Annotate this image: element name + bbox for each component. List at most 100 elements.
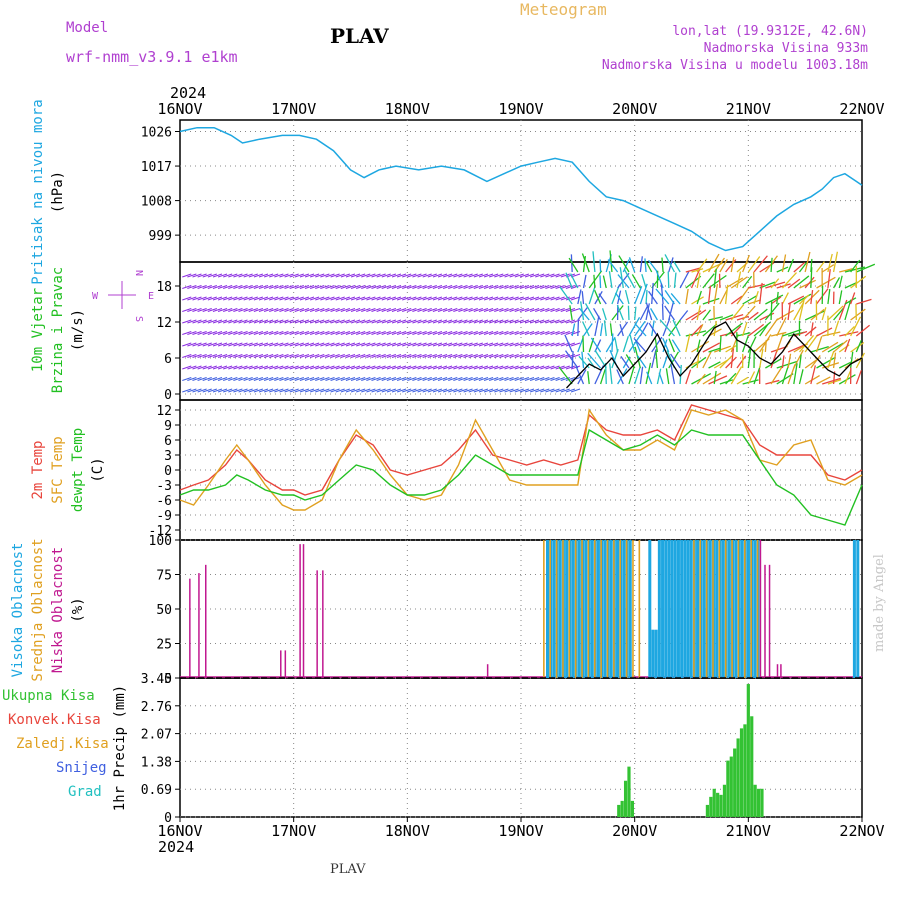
wind-arrow bbox=[759, 282, 763, 305]
wind-barb bbox=[356, 365, 366, 370]
wind-barb bbox=[565, 285, 576, 289]
wind-barb bbox=[570, 296, 581, 301]
wind-barb bbox=[565, 319, 576, 324]
cloud-high-bar bbox=[670, 540, 674, 678]
wind-barb bbox=[473, 331, 483, 335]
wind-barb bbox=[453, 319, 463, 324]
wind-barb bbox=[555, 331, 565, 335]
temperature-ytick-label: -6 bbox=[156, 494, 172, 509]
cloud-high-bar bbox=[648, 540, 652, 678]
wind-barb bbox=[350, 319, 361, 324]
wind-barb bbox=[330, 285, 340, 289]
wind-arrow bbox=[668, 300, 675, 321]
wind-arrow bbox=[635, 340, 641, 353]
wind-barb bbox=[238, 273, 248, 278]
wind-arrow bbox=[592, 251, 596, 273]
wind-barb bbox=[468, 308, 478, 312]
cloud-high-bar bbox=[689, 540, 693, 678]
wind-barb bbox=[325, 285, 335, 289]
wind-arrow bbox=[664, 254, 676, 273]
temperature-ytick-label: -12 bbox=[149, 524, 172, 539]
temp-line-1 bbox=[179, 408, 863, 511]
wind-barb bbox=[458, 388, 468, 393]
wind-barb bbox=[489, 331, 499, 335]
wind-barb bbox=[289, 308, 299, 312]
cloud-high-bar bbox=[721, 540, 725, 678]
wind-barb bbox=[555, 342, 565, 347]
wind-barb bbox=[356, 354, 366, 358]
cloud-high-bar bbox=[852, 540, 856, 678]
wind-barb bbox=[350, 388, 361, 393]
wind-arrow bbox=[850, 308, 866, 321]
wind-barb bbox=[192, 377, 202, 381]
wind-barb bbox=[289, 273, 299, 278]
wind-ytick-label: 18 bbox=[156, 280, 172, 295]
wind-barb bbox=[356, 285, 366, 289]
wind-arrow bbox=[648, 260, 658, 273]
wind-barb bbox=[453, 342, 463, 347]
wind-barb bbox=[309, 354, 320, 358]
wind-arrow bbox=[770, 350, 778, 369]
wind-barb bbox=[269, 365, 279, 370]
wind-arrow bbox=[781, 254, 787, 273]
wind-barb bbox=[437, 319, 448, 324]
cloud-mid-bar bbox=[587, 540, 590, 678]
wind-arrow bbox=[781, 272, 797, 289]
wind-barb bbox=[182, 365, 192, 370]
wind-arrow bbox=[628, 316, 641, 337]
wind-barb bbox=[417, 308, 427, 312]
wind-arrow bbox=[634, 306, 637, 321]
precip-legend-2: Zaledj.Kisa bbox=[16, 736, 109, 752]
cloud-mid-bar bbox=[606, 540, 609, 678]
wind-barb bbox=[483, 354, 494, 358]
wind-arrow bbox=[662, 337, 670, 353]
wind-barb bbox=[540, 354, 550, 358]
wind-arrow bbox=[590, 337, 602, 353]
wind-barb bbox=[514, 308, 524, 312]
wind-barb bbox=[253, 354, 264, 358]
wind-barb bbox=[309, 285, 320, 289]
wind-barb bbox=[258, 331, 269, 335]
wind-barb bbox=[396, 273, 407, 278]
wind-barb bbox=[320, 388, 330, 393]
wind-barb bbox=[207, 365, 218, 370]
wind-barb bbox=[422, 296, 432, 301]
wind-barb bbox=[396, 331, 407, 335]
wind-barb bbox=[335, 388, 345, 393]
wind-barb bbox=[402, 331, 412, 335]
wind-barb bbox=[320, 296, 330, 301]
wind-arrow bbox=[725, 313, 744, 321]
wind-arrow bbox=[730, 257, 735, 273]
wind-barb bbox=[192, 285, 202, 289]
wind-arrow bbox=[838, 275, 843, 289]
precip-bar bbox=[623, 780, 628, 817]
wind-barb bbox=[258, 388, 269, 393]
wind-barb bbox=[519, 273, 530, 278]
wind-barb bbox=[565, 388, 576, 393]
wind-barb bbox=[309, 308, 320, 312]
wind-barb bbox=[294, 377, 304, 381]
wind-arrow bbox=[787, 295, 805, 305]
wind-barb bbox=[258, 296, 269, 301]
wind-arrow bbox=[753, 308, 768, 321]
wind-barb bbox=[504, 388, 514, 393]
wind-barb bbox=[350, 354, 361, 358]
wind-barb bbox=[453, 331, 463, 335]
wind-barb bbox=[478, 342, 489, 347]
wind-arrow bbox=[781, 355, 785, 369]
wind-barb bbox=[340, 296, 350, 301]
wind-barb bbox=[366, 285, 376, 289]
wind-barb bbox=[396, 285, 407, 289]
wind-barb bbox=[412, 388, 422, 393]
wind-arrow bbox=[844, 369, 852, 385]
wind-barb bbox=[371, 308, 381, 312]
wind-arrow bbox=[582, 256, 586, 273]
elevation-text: Nadmorska Visina 933m bbox=[703, 41, 868, 56]
x-label-bottom: 18NOV bbox=[385, 822, 430, 840]
precip-bar bbox=[722, 784, 727, 817]
wind-barb bbox=[248, 331, 258, 335]
wind-barb bbox=[519, 388, 530, 393]
wind-barb bbox=[448, 285, 458, 289]
wind-barb bbox=[396, 342, 407, 347]
wind-barb bbox=[279, 377, 289, 381]
